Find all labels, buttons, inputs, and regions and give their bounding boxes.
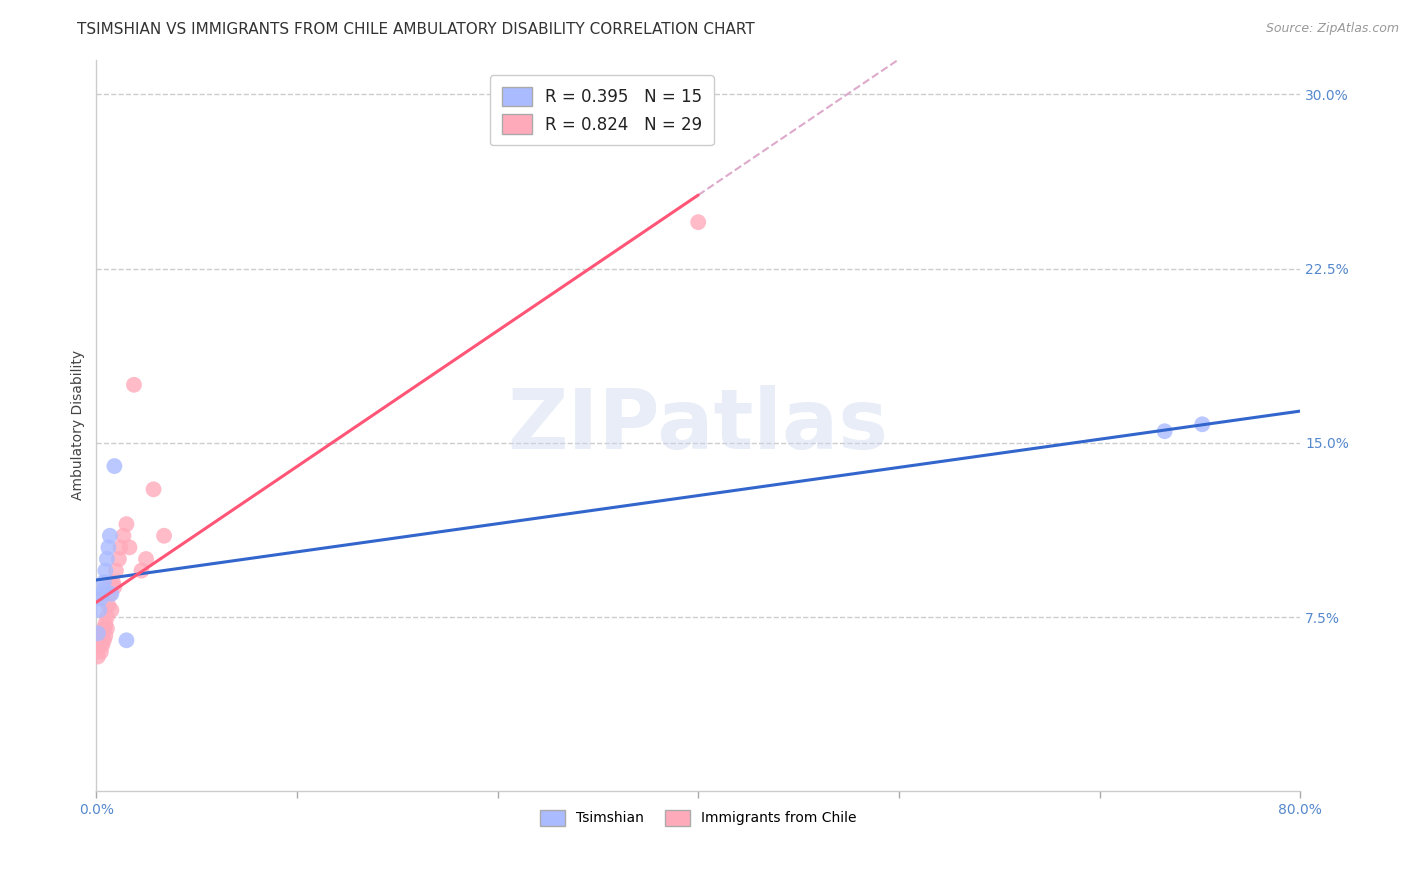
Point — [87, 649, 110, 664]
Legend: Tsimshian, Immigrants from Chile: Tsimshian, Immigrants from Chile — [530, 800, 866, 836]
Point — [115, 517, 138, 532]
Point — [93, 582, 115, 597]
Point — [118, 541, 141, 555]
Point — [112, 529, 135, 543]
Point — [90, 591, 112, 606]
Point — [1153, 424, 1175, 438]
Point — [103, 580, 125, 594]
Point — [142, 483, 165, 497]
Point — [97, 599, 120, 613]
Point — [122, 377, 145, 392]
Point — [103, 459, 125, 474]
Point — [89, 603, 111, 617]
Point — [91, 638, 114, 652]
Point — [94, 617, 117, 632]
Point — [90, 633, 112, 648]
Point — [98, 529, 121, 543]
Point — [104, 564, 127, 578]
Point — [94, 629, 117, 643]
Point — [110, 541, 132, 555]
Point — [90, 645, 112, 659]
Point — [89, 640, 111, 655]
Text: TSIMSHIAN VS IMMIGRANTS FROM CHILE AMBULATORY DISABILITY CORRELATION CHART: TSIMSHIAN VS IMMIGRANTS FROM CHILE AMBUL… — [77, 22, 755, 37]
Point — [100, 603, 122, 617]
Point — [91, 587, 114, 601]
Point — [131, 564, 153, 578]
Point — [93, 622, 115, 636]
Point — [96, 552, 118, 566]
Point — [153, 529, 176, 543]
Point — [91, 626, 114, 640]
Point — [115, 633, 138, 648]
Point — [108, 552, 131, 566]
Point — [101, 575, 124, 590]
Point — [688, 215, 710, 229]
Point — [93, 575, 115, 590]
Text: ZIPatlas: ZIPatlas — [508, 385, 889, 466]
Point — [96, 610, 118, 624]
Point — [94, 564, 117, 578]
Point — [98, 587, 121, 601]
Point — [1191, 417, 1213, 432]
Point — [97, 541, 120, 555]
Point — [100, 587, 122, 601]
Point — [87, 626, 110, 640]
Y-axis label: Ambulatory Disability: Ambulatory Disability — [72, 351, 86, 500]
Text: Source: ZipAtlas.com: Source: ZipAtlas.com — [1265, 22, 1399, 36]
Point — [93, 633, 115, 648]
Point — [135, 552, 157, 566]
Point — [96, 622, 118, 636]
